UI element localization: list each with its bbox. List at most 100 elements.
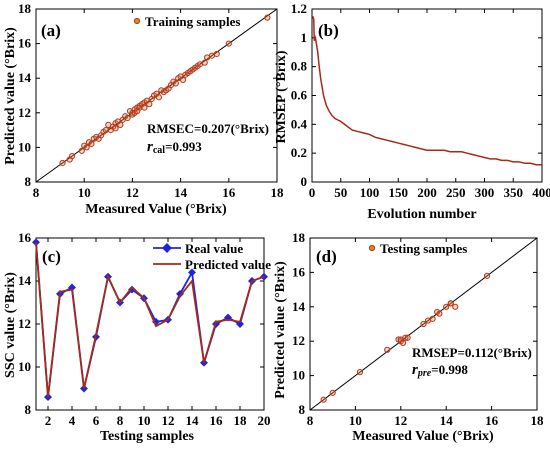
data-point xyxy=(213,50,220,58)
data-point xyxy=(78,147,85,154)
x-tick-label: 150 xyxy=(389,185,409,200)
data-point xyxy=(429,315,436,322)
x-tick-label: 14 xyxy=(174,185,188,200)
data-point xyxy=(88,140,95,148)
x-tick-label: 16 xyxy=(485,413,499,428)
x-tick-label: 18 xyxy=(271,185,285,200)
x-tick-label: 18 xyxy=(531,413,545,428)
y-tick-label: 8 xyxy=(25,402,32,417)
panel-d-legend-label: Testing samples xyxy=(380,241,467,256)
data-point xyxy=(329,389,336,396)
panel-d-rpre-sub: pre xyxy=(417,368,432,379)
plot-frame xyxy=(311,8,543,183)
y-tick-label: 16 xyxy=(18,230,32,245)
panel-b-xlabel: Evolution number xyxy=(367,207,476,222)
data-point xyxy=(124,114,131,122)
panel-a-rcal-symbol: r xyxy=(147,139,153,155)
x-tick-label: 50 xyxy=(334,185,347,200)
x-tick-label: 16 xyxy=(210,413,224,428)
y-tick-label: 16 xyxy=(18,36,32,51)
reference-line xyxy=(309,237,538,411)
panel-a-xlabel: Measured Value (°Brix) xyxy=(85,202,227,217)
x-tick-label: 12 xyxy=(162,413,175,428)
x-tick-label: 100 xyxy=(360,185,380,200)
x-tick-label: 400 xyxy=(532,185,550,200)
data-point xyxy=(146,101,153,108)
data-point xyxy=(201,59,208,66)
y-tick-label: 8 xyxy=(299,402,306,417)
data-point xyxy=(443,303,450,310)
x-tick-label: 0 xyxy=(309,185,316,200)
panel-a-rcal-sub: cal xyxy=(153,145,165,156)
panel-b-label: (b) xyxy=(318,21,339,40)
data-point xyxy=(447,300,454,307)
y-tick-label: 16 xyxy=(292,264,306,279)
panel-a-label: (a) xyxy=(41,21,61,40)
y-tick-label: 10 xyxy=(18,139,31,154)
panel-a-rmsec: RMSEC=0.207(°Brix) xyxy=(147,121,269,136)
panel-a-ylabel: Predicted value (°Brix) xyxy=(3,27,18,165)
predicted-value-line xyxy=(35,242,265,398)
panel-d: (d) Testing samples RMSEP=0.112(°Brix) r… xyxy=(273,230,544,444)
x-tick-label: 8 xyxy=(117,413,124,428)
panel-d-legend-marker xyxy=(368,244,376,252)
real-value-marker xyxy=(260,272,268,281)
panel-d-xlabel: Measured Value (°Brix) xyxy=(352,429,494,444)
y-tick-label: 0 xyxy=(301,174,308,189)
y-tick-label: 12 xyxy=(18,105,31,120)
y-tick-label: 18 xyxy=(18,1,32,16)
data-point xyxy=(59,159,66,167)
panel-d-rpre-value: =0.998 xyxy=(431,362,468,377)
legend-predicted-label: Predicted value xyxy=(185,257,271,272)
real-value-marker xyxy=(188,268,196,277)
y-tick-label: 0.6 xyxy=(291,88,308,103)
data-point xyxy=(117,121,124,129)
y-tick-label: 14 xyxy=(292,299,306,314)
panel-c-label: (c) xyxy=(42,247,61,266)
y-tick-label: 1.2 xyxy=(291,1,307,16)
data-point xyxy=(225,40,232,47)
x-tick-label: 14 xyxy=(440,413,454,428)
legend-real-label: Real value xyxy=(185,241,243,256)
data-point xyxy=(141,104,148,111)
real-value-marker xyxy=(176,289,184,298)
panel-a-rcal: rcal=0.993 xyxy=(147,139,202,156)
data-point xyxy=(83,144,90,151)
panel-c-xlabel: Testing samples xyxy=(100,429,195,444)
y-tick-label: 12 xyxy=(292,333,305,348)
panel-a-rcal-value: =0.993 xyxy=(165,139,202,154)
y-tick-label: 10 xyxy=(292,368,305,383)
x-tick-label: 350 xyxy=(504,185,524,200)
data-point xyxy=(264,14,271,21)
data-point xyxy=(420,320,427,328)
data-point xyxy=(384,346,391,353)
panel-d-ylabel: Predicted value (°Brix) xyxy=(273,261,288,399)
x-tick-label: 12 xyxy=(394,413,407,428)
x-tick-label: 6 xyxy=(93,413,100,428)
data-point xyxy=(399,339,407,347)
x-tick-label: 250 xyxy=(446,185,466,200)
panel-d-rmsep: RMSEP=0.112(°Brix) xyxy=(412,345,532,360)
data-point xyxy=(69,152,76,160)
data-point xyxy=(172,80,179,87)
x-tick-label: 8 xyxy=(33,185,40,200)
y-tick-label: 14 xyxy=(18,273,32,288)
panel-d-rpre-symbol: r xyxy=(412,362,418,378)
x-tick-label: 8 xyxy=(307,413,314,428)
data-point xyxy=(404,334,411,341)
x-tick-label: 20 xyxy=(258,413,271,428)
panel-a-legend-label: Training samples xyxy=(145,14,240,29)
y-tick-label: 10 xyxy=(18,359,31,374)
data-point xyxy=(356,369,364,376)
y-tick-label: 8 xyxy=(25,174,32,189)
y-tick-label: 18 xyxy=(292,230,306,245)
real-value-marker xyxy=(128,285,136,294)
panel-c-ylabel: SSC value (°Brix) xyxy=(3,272,18,378)
panel-a: (a) Training samples RMSEC=0.207(°Brix) … xyxy=(3,1,284,217)
plot-frame xyxy=(35,8,278,183)
plot-frame xyxy=(309,237,538,411)
x-tick-label: 200 xyxy=(417,185,437,200)
x-tick-label: 10 xyxy=(138,413,151,428)
panel-a-legend-marker xyxy=(133,17,141,25)
